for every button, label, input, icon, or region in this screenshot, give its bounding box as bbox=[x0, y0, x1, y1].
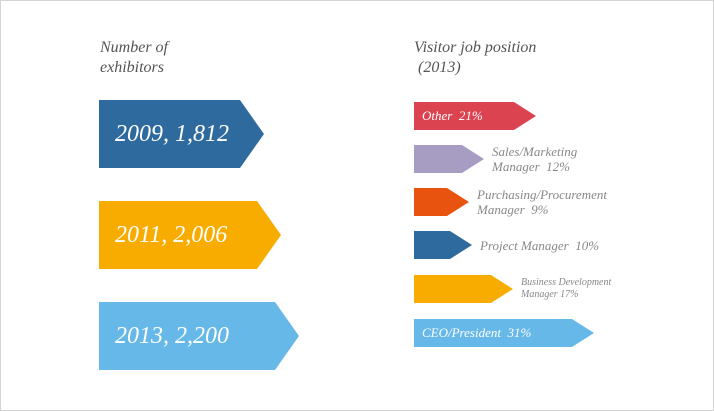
job-position-label-line: Manager 9% bbox=[477, 202, 549, 217]
exhibitors-bar-2013: 2013, 2,200 bbox=[99, 302, 299, 370]
exhibitors-heading: Number of exhibitors bbox=[100, 38, 168, 78]
job-position-heading-line-2: (2013) bbox=[414, 59, 461, 76]
job-position-label-line: Purchasing/Procurement bbox=[477, 187, 607, 202]
job-position-label: Project Manager 10% bbox=[480, 238, 599, 253]
exhibitors-bar-label: 2009, 1,812 bbox=[115, 120, 229, 147]
job-position-label-line: Sales/Marketing bbox=[492, 144, 578, 159]
exhibitors-bar-label: 2011, 2,006 bbox=[115, 221, 228, 248]
job-position-heading: Visitor job position (2013) bbox=[414, 38, 536, 78]
job-position-label-line: Manager 17% bbox=[521, 289, 579, 300]
job-position-label-line: CEO/President 31% bbox=[422, 325, 532, 340]
job-position-label: Purchasing/Procurement Manager 9% bbox=[477, 187, 607, 217]
job-position-bar: CEO/President 31% bbox=[414, 319, 594, 347]
job-position-label-line: Business Development bbox=[521, 277, 612, 288]
job-position-bar bbox=[414, 275, 513, 303]
exhibitors-heading-line-2: exhibitors bbox=[100, 59, 164, 76]
job-position-label-line: Manager 12% bbox=[492, 159, 570, 174]
job-position-label-line: Other 21% bbox=[422, 108, 483, 123]
exhibitors-bar-label: 2013, 2,200 bbox=[115, 322, 229, 349]
job-position-bar: Other 21% bbox=[414, 102, 536, 130]
exhibitors-bar-2011: 2011, 2,006 bbox=[99, 201, 281, 269]
exhibitors-heading-line-1: Number of bbox=[100, 39, 168, 56]
job-position-heading-line-1: Visitor job position bbox=[414, 39, 537, 56]
job-position-label: CEO/President 31% bbox=[414, 325, 531, 341]
job-position-label: Other 21% bbox=[414, 108, 483, 124]
job-position-label-line: Project Manager 10% bbox=[480, 237, 600, 253]
exhibitors-bar-2009: 2009, 1,812 bbox=[99, 100, 264, 168]
job-position-label: Sales/Marketing Manager 12% bbox=[492, 144, 577, 174]
job-position-label: Business Development Manager 17% bbox=[521, 277, 611, 301]
